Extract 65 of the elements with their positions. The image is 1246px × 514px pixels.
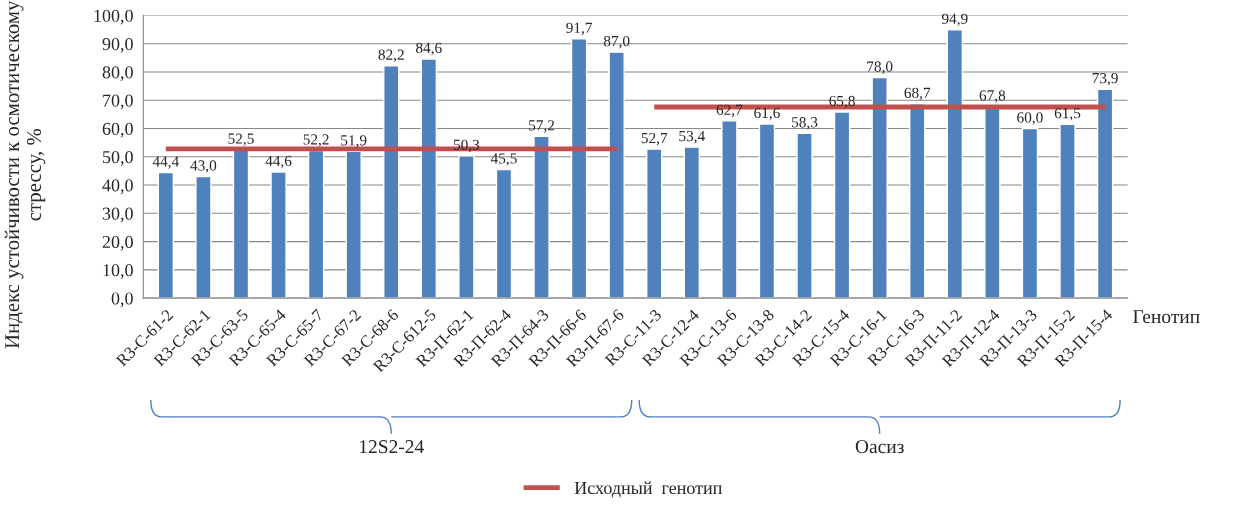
y-tick-label: 50,0 [103,151,133,166]
bar [345,150,362,299]
y-tick-label: 10,0 [103,264,133,279]
data-label: 45,5 [490,153,517,166]
bar [270,171,287,299]
data-label: 94,9 [941,13,968,27]
data-label: 68,7 [904,87,931,101]
data-label: 52,5 [228,133,254,146]
bar [721,120,738,299]
bar [796,132,813,299]
y-tick-label: 0,0 [111,292,133,308]
bar [495,168,513,299]
bar [758,123,776,299]
bar [307,149,325,299]
y-tick-label: 20,0 [102,235,133,251]
bar [909,103,926,299]
bar [420,58,438,299]
bar [946,29,964,299]
data-label: 82,2 [378,49,404,63]
bar [195,175,212,299]
data-label: 78,0 [867,61,893,74]
data-label: 58,3 [792,117,818,130]
data-label: 67,8 [979,90,1006,103]
bar [1021,127,1039,299]
bar [570,38,588,299]
y-tick-label: 30,0 [102,207,133,223]
data-label: 60,0 [1017,112,1043,125]
data-label: 44,6 [265,155,292,169]
data-label: 84,6 [416,42,442,56]
bar [833,111,851,299]
data-label: 43,0 [190,160,217,173]
bar [458,155,475,299]
data-label: 44,4 [152,156,179,169]
y-tick-label: 70,0 [103,94,133,110]
bar [608,51,625,299]
bar [1096,88,1114,299]
bar [232,149,250,299]
data-label: 61,6 [754,107,780,121]
data-label: 57,2 [529,120,555,133]
legend-label: Исходный генотип [574,481,722,498]
text: Оасиз [855,440,904,454]
bar [871,76,888,299]
data-label: 53,4 [679,130,705,144]
bar [646,148,663,299]
bar [383,65,400,299]
bar [157,171,175,299]
y-tick-label: 90,0 [102,37,133,53]
bar [1059,123,1076,299]
bar [683,146,701,299]
data-label: 87,0 [603,35,630,49]
data-label: 51,9 [341,135,367,148]
text: 12S2-24 [360,440,424,454]
data-label: 52,7 [641,132,668,146]
data-label: 91,7 [566,22,593,36]
data-label: 52,2 [303,134,329,147]
y-tick-label: 80,0 [102,66,133,81]
y-tick-label: 40,0 [102,179,133,195]
data-label: 61,5 [1054,108,1081,121]
data-label: 50,3 [453,139,480,153]
x-axis-title: Генотип [1133,310,1200,324]
data-label: 73,9 [1092,73,1118,86]
bar [533,135,550,299]
y-tick-label: 60,0 [102,122,133,138]
y-tick-label: 100,0 [94,9,133,25]
y-axis-title: Индекс устойчивости к осмотическому стрессу, % [4,0,46,349]
